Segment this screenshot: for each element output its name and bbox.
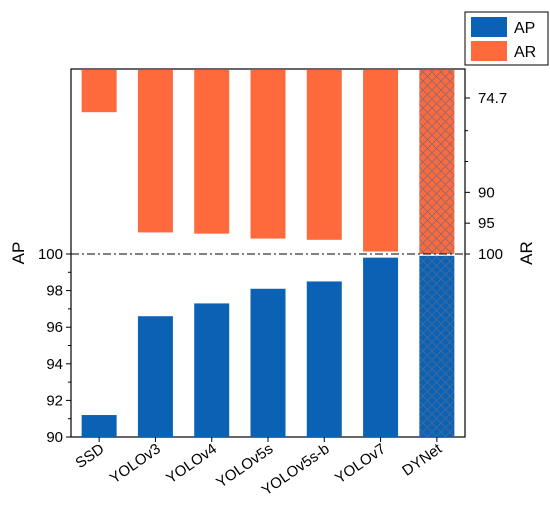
- ap-bar-yolov3: [137, 316, 173, 437]
- left-tick-label: 98: [46, 283, 63, 300]
- right-tick-label: 100: [478, 246, 503, 263]
- left-tick-label: 94: [46, 356, 63, 373]
- ap-bar-yolov5s: [250, 288, 286, 437]
- left-axis-title: AP: [9, 242, 28, 265]
- ar-bar-yolov7: [363, 70, 399, 252]
- ar-bar-hatch-dynet: [419, 70, 455, 254]
- legend-label-ap: AP: [514, 20, 535, 37]
- legend: AP AR: [464, 11, 549, 66]
- ap-bar-yolov4: [194, 303, 230, 437]
- x-tick-label: YOLOv4: [163, 440, 220, 487]
- left-tick-label: 100: [38, 246, 63, 263]
- left-tick-label: 90: [46, 429, 63, 446]
- right-axis-ticks: 74.7 90 95 100: [465, 90, 507, 263]
- x-tick-label: DYNet: [399, 440, 446, 480]
- ap-bar-hatch-dynet: [419, 255, 455, 437]
- legend-swatch-ap: [471, 17, 507, 37]
- x-tick-label: YOLOv3: [107, 440, 164, 487]
- ar-bar-ssd: [81, 70, 117, 113]
- bars-layer: [81, 70, 455, 437]
- ar-bar-yolov4: [194, 70, 230, 234]
- ar-bar-yolov5s-b: [306, 70, 342, 240]
- left-axis-ticks: 90 92 94 96 98 100: [38, 246, 71, 446]
- left-tick-label: 92: [46, 392, 63, 409]
- x-tick-label: YOLOv7: [332, 440, 389, 487]
- x-tick-label: SSD: [72, 440, 107, 472]
- right-axis-title: AR: [517, 241, 536, 265]
- left-tick-label: 96: [46, 319, 63, 336]
- ap-bar-yolov5s-b: [306, 281, 342, 437]
- legend-swatch-ar: [471, 41, 507, 61]
- right-tick-label: 95: [478, 215, 495, 232]
- ap-bar-ssd: [81, 415, 117, 437]
- right-tick-label: 90: [478, 184, 495, 201]
- legend-label-ar: AR: [514, 44, 536, 61]
- ar-bar-yolov5s: [250, 70, 286, 239]
- right-tick-label: 74.7: [478, 90, 507, 107]
- ap-bar-yolov7: [363, 257, 399, 437]
- ar-bar-yolov3: [137, 70, 173, 233]
